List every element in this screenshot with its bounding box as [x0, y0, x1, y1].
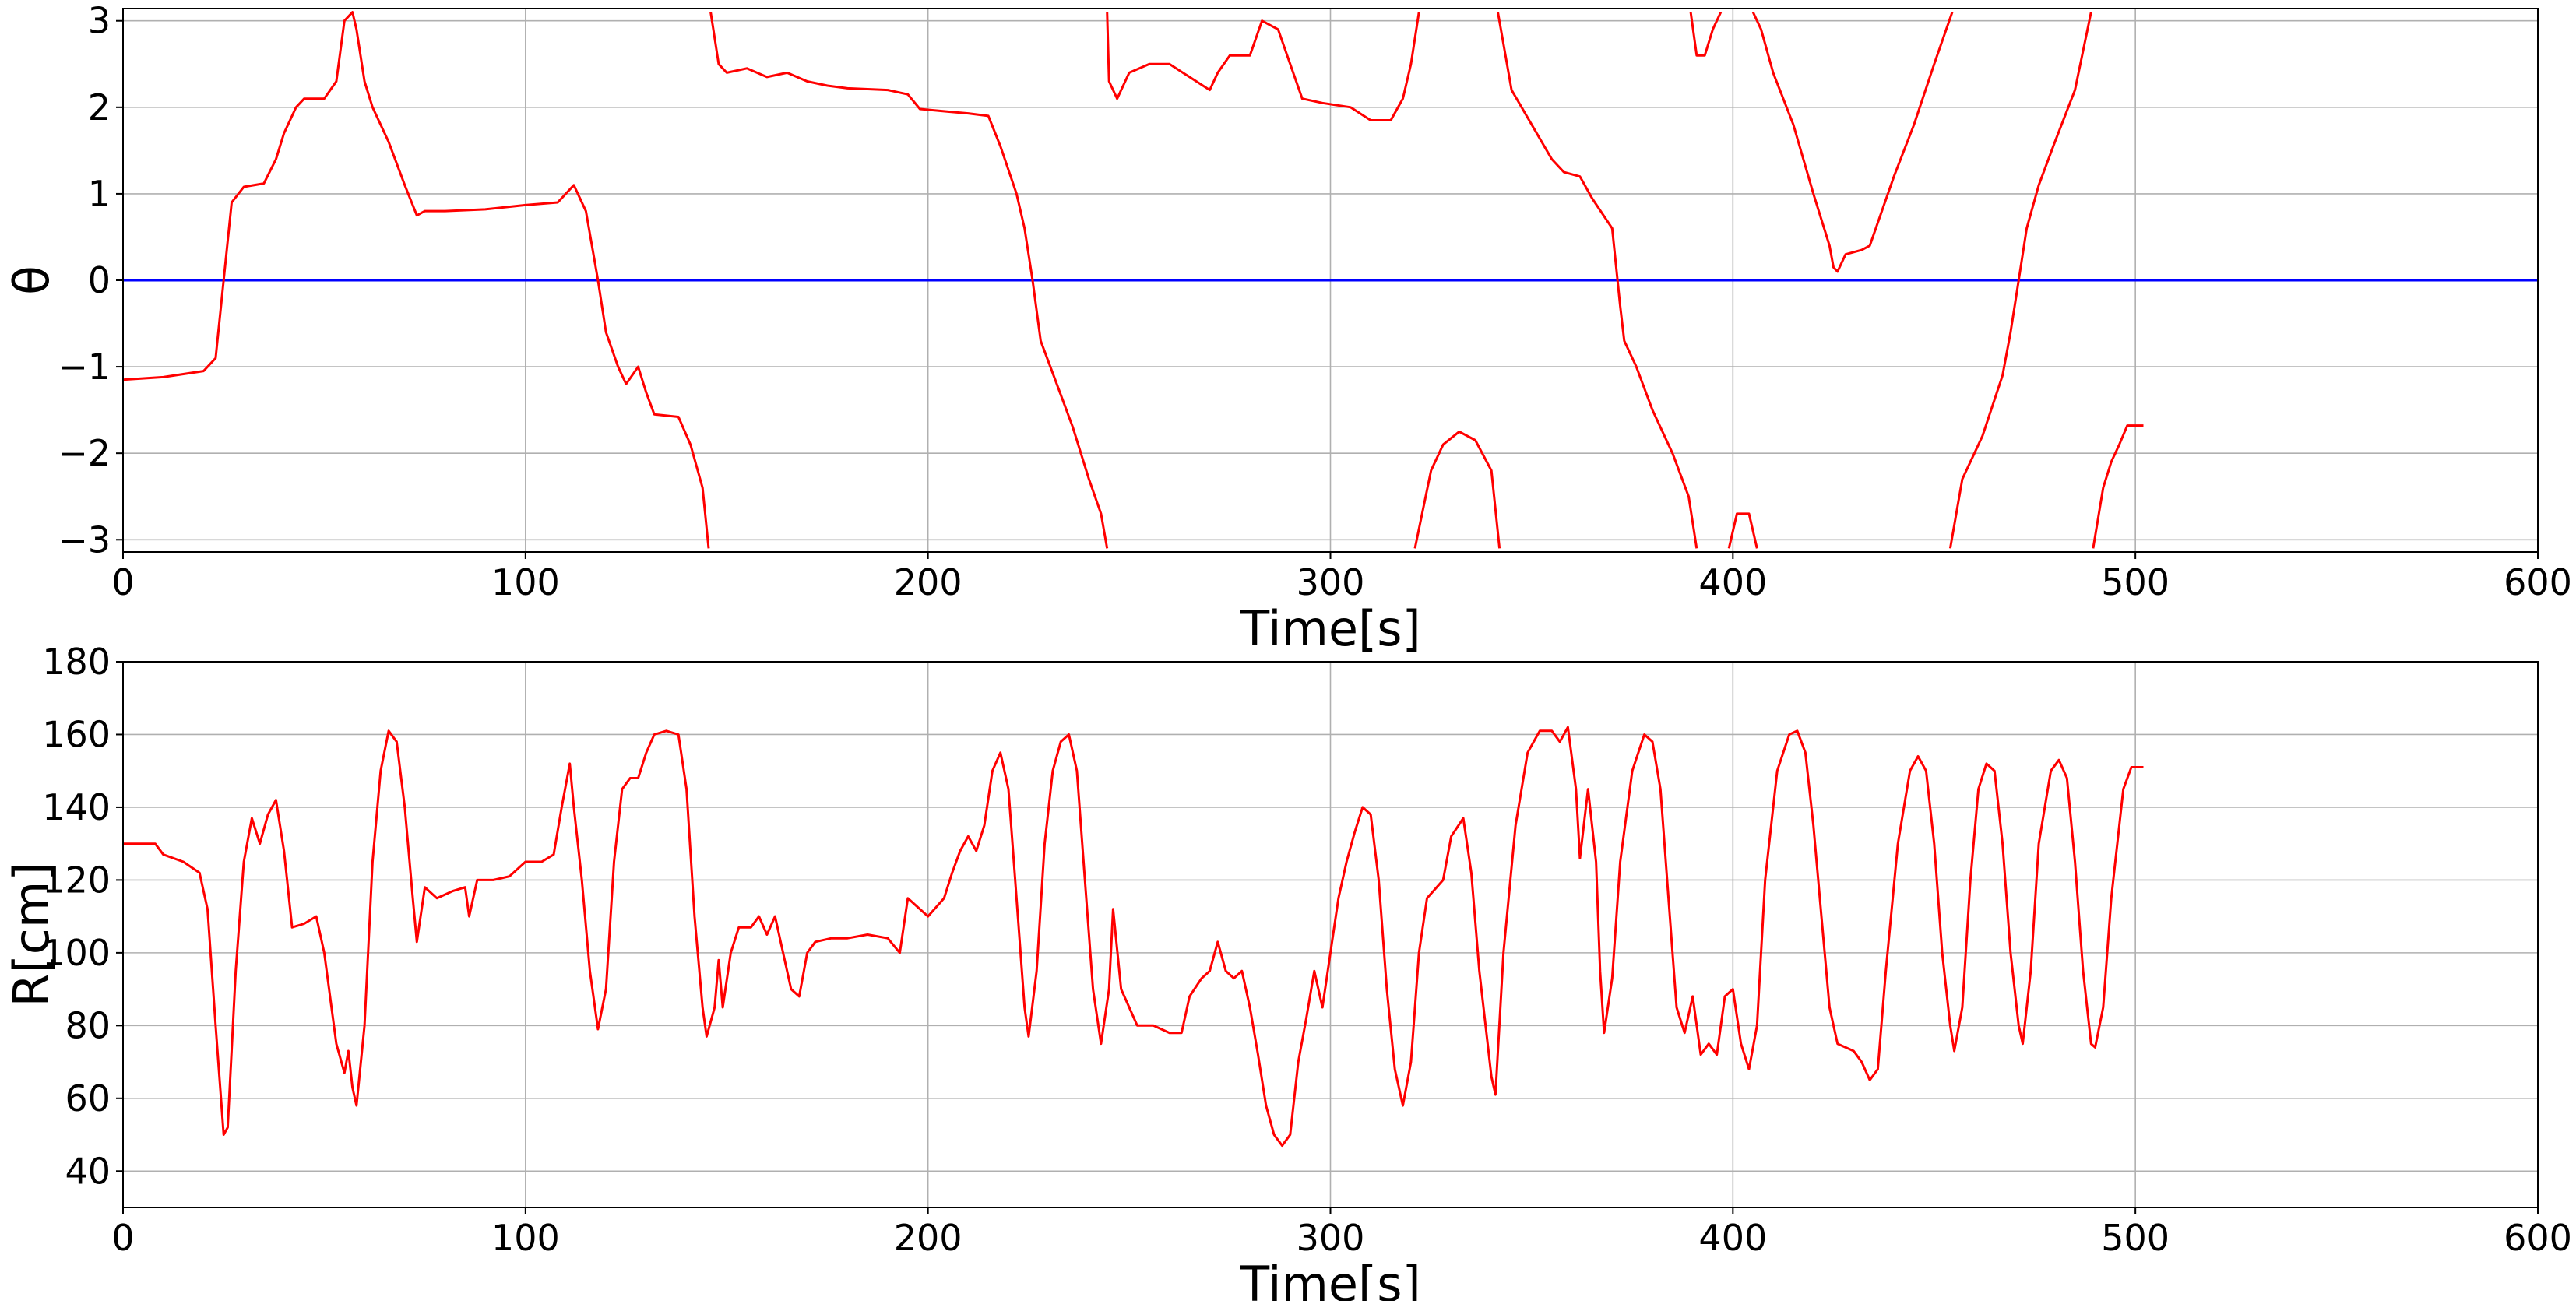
y-tick-label: −1: [58, 346, 111, 388]
y-tick-label: 1: [88, 173, 111, 215]
x-tick-label: 100: [491, 561, 560, 603]
y-tick-label: 100: [42, 932, 111, 974]
x-tick-label: 300: [1297, 1217, 1365, 1259]
y-axis-label: θ: [3, 265, 60, 295]
y-tick-label: 160: [42, 713, 111, 755]
x-tick-label: 400: [1698, 1217, 1767, 1259]
y-tick-label: 120: [42, 859, 111, 901]
axes-frame: [122, 661, 2539, 1208]
x-tick-label: 100: [491, 1217, 560, 1259]
subplot: 0 100 200 300 400 500 600 40 60 80 100 120 140 160 180…: [3, 641, 2572, 1304]
y-tick-label: 140: [42, 786, 111, 828]
y-tick-label: 80: [65, 1004, 111, 1046]
x-tick-label: 200: [894, 1217, 962, 1259]
y-tick-label: 3: [88, 0, 111, 42]
x-tick-label: 0: [111, 561, 134, 603]
data-line: [123, 726, 2144, 1148]
x-tick-label: 400: [1698, 561, 1767, 603]
y-tick-label: −3: [58, 518, 111, 561]
y-tick-label: −2: [58, 432, 111, 474]
x-tick-label: 600: [2504, 1217, 2572, 1259]
y-tick-label: 180: [42, 641, 111, 683]
x-tick-label: 0: [111, 1217, 134, 1259]
subplot: 0 100 200 300 400 500 600 −3 −2 −1 0 1 2 3 Time[s] θ: [3, 0, 2572, 657]
x-axis-label: Time[s]: [1239, 600, 1420, 657]
x-tick-label: 600: [2504, 561, 2572, 603]
data-line: [123, 11, 2144, 549]
x-tick-label: 500: [2101, 561, 2170, 603]
y-axis-label: R[cm]: [3, 863, 60, 1007]
y-tick-label: 0: [88, 259, 111, 301]
x-tick-label: 300: [1297, 561, 1365, 603]
axes-frame: [122, 8, 2539, 553]
y-tick-label: 2: [88, 86, 111, 128]
y-tick-label: 40: [65, 1150, 111, 1192]
y-tick-label: 60: [65, 1077, 111, 1119]
x-axis-label: Time[s]: [1239, 1256, 1420, 1301]
x-tick-label: 500: [2101, 1217, 2170, 1259]
x-tick-label: 200: [894, 561, 962, 603]
